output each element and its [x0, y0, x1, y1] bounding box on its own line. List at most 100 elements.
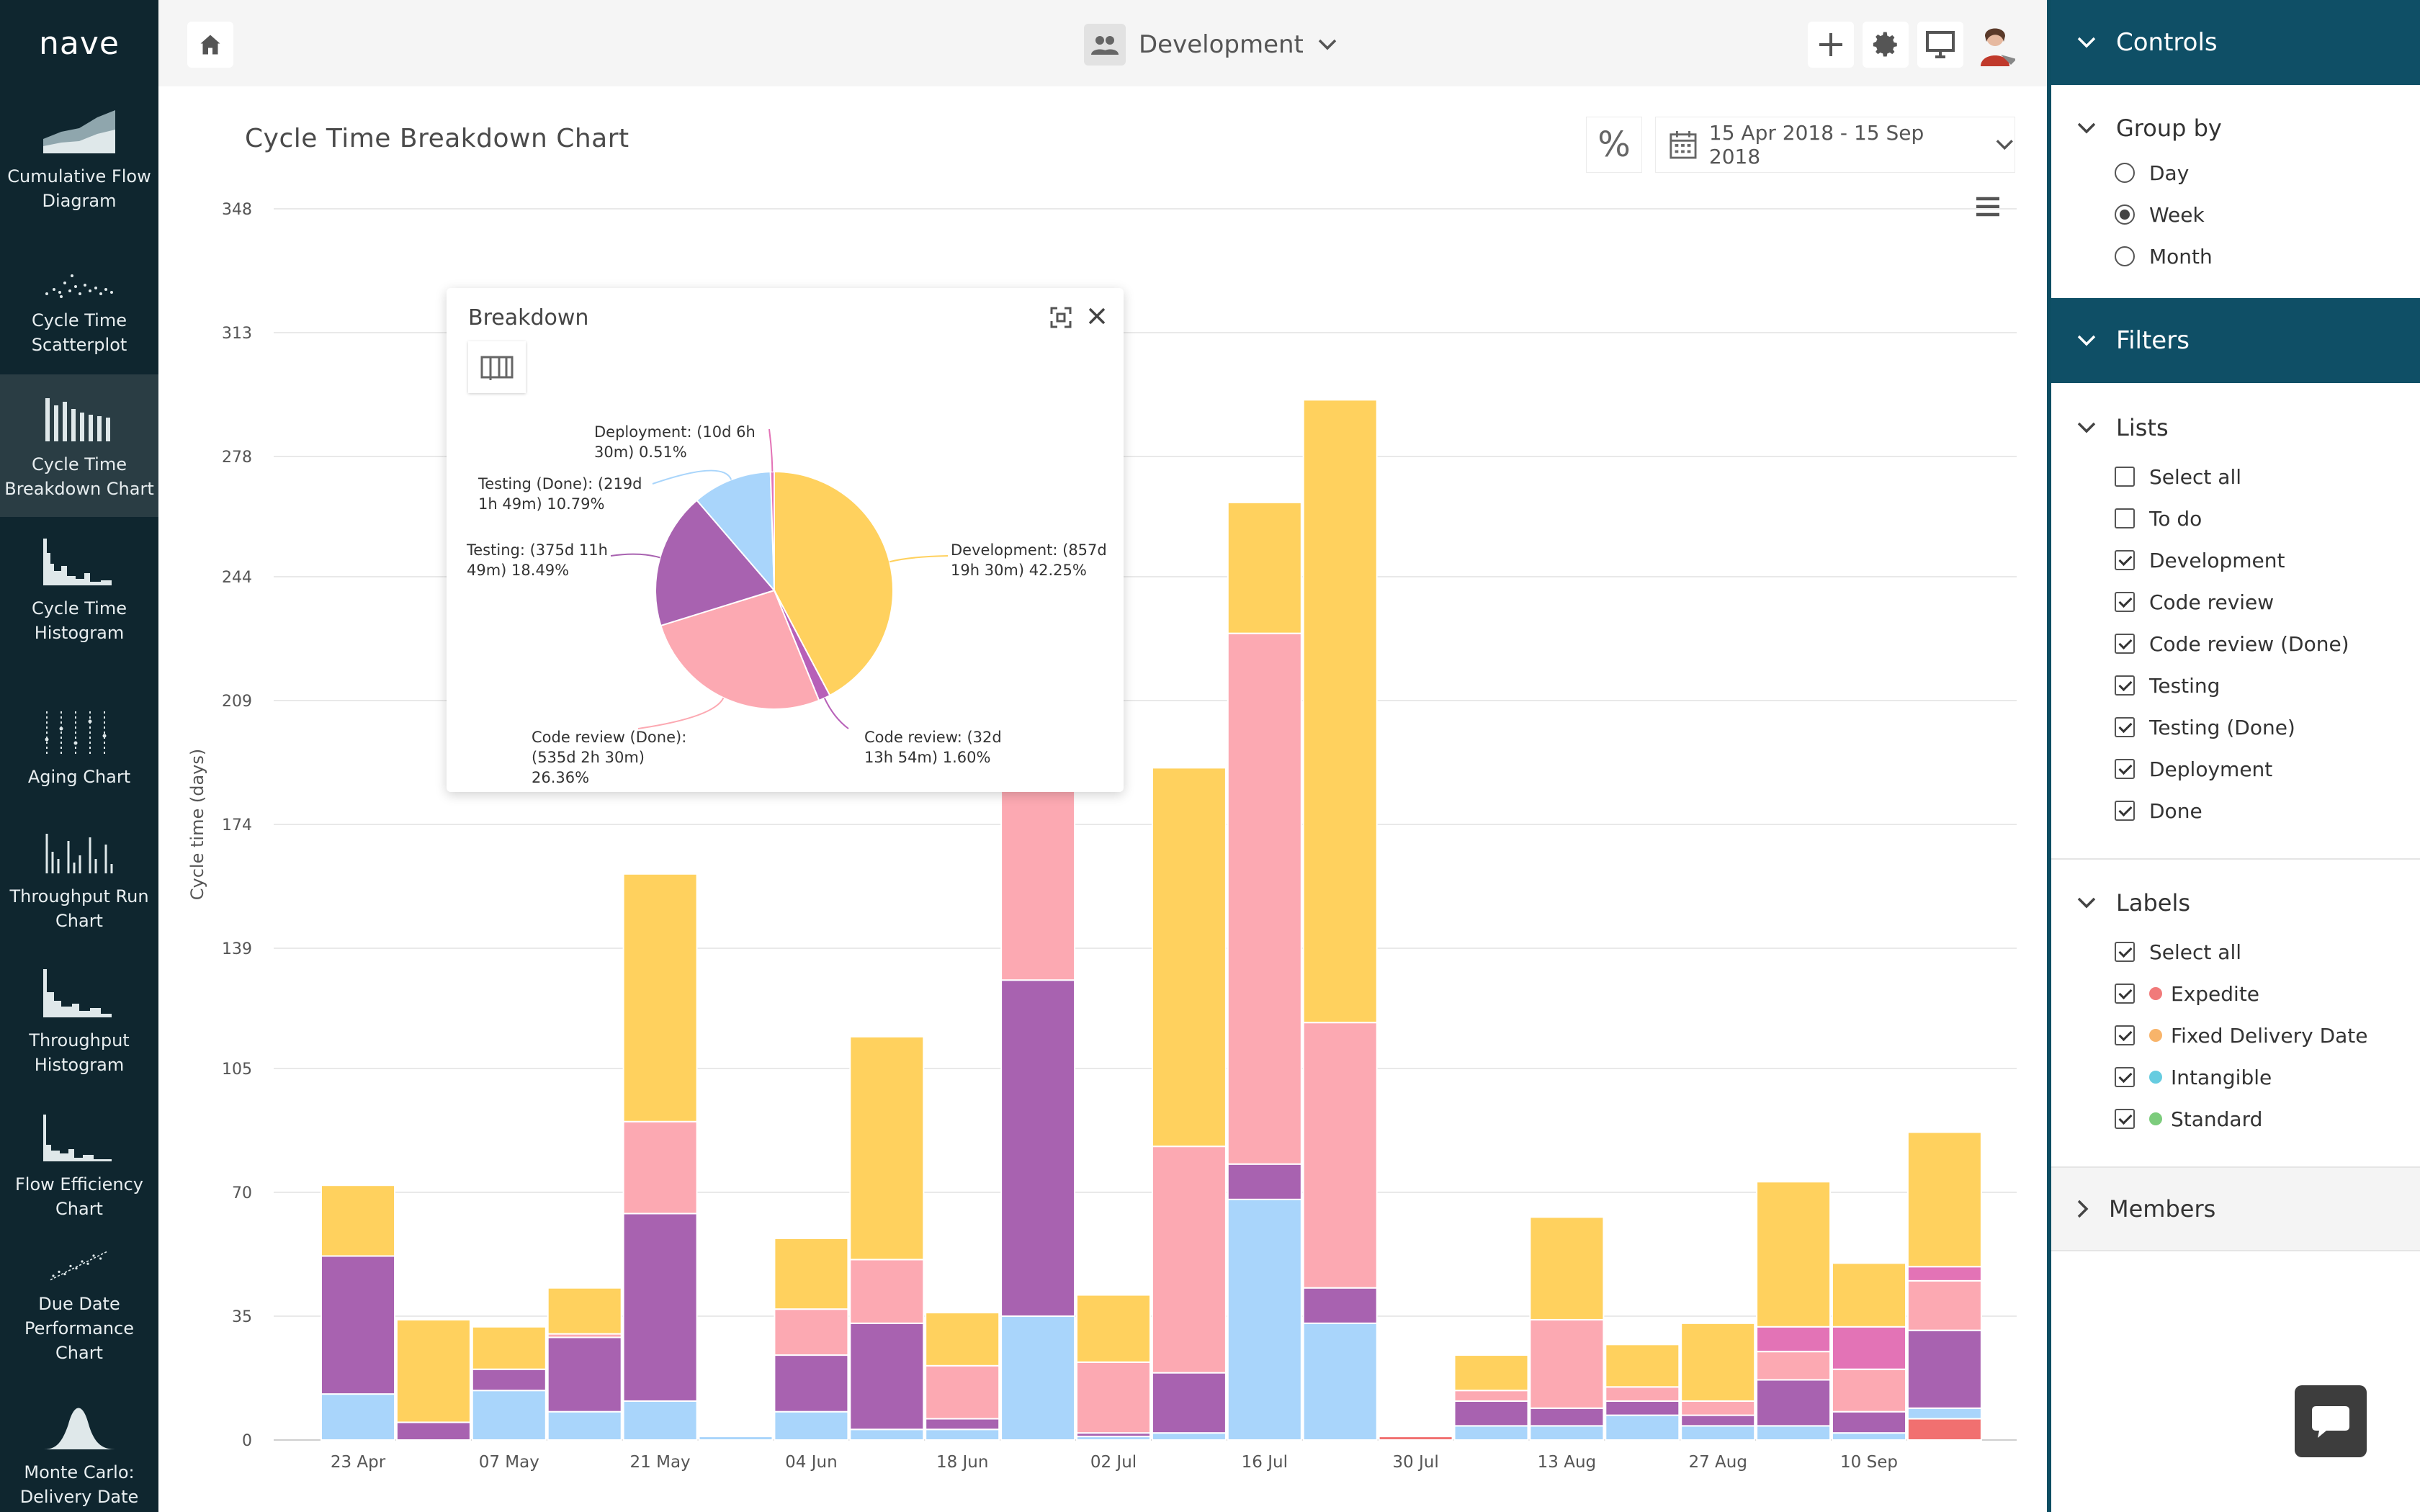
- bar-segment[interactable]: [1605, 1414, 1680, 1441]
- chat-button[interactable]: [2295, 1385, 2367, 1457]
- radio-button[interactable]: [2115, 163, 2135, 183]
- bar-segment[interactable]: [1302, 1022, 1378, 1289]
- chart-menu-icon[interactable]: [1973, 194, 2002, 219]
- bar-segment[interactable]: [1680, 1400, 1756, 1416]
- bar-segment[interactable]: [321, 1393, 395, 1441]
- legend-toggle-button[interactable]: [468, 341, 526, 393]
- group-by-option-month[interactable]: Month: [2115, 242, 2213, 271]
- bar-segment[interactable]: [1756, 1425, 1832, 1441]
- checkbox[interactable]: [2115, 984, 2135, 1004]
- checkbox[interactable]: [2115, 550, 2135, 570]
- bar-segment[interactable]: [1151, 1372, 1227, 1434]
- bar-segment[interactable]: [1453, 1390, 1529, 1402]
- bar-segment[interactable]: [1227, 501, 1302, 634]
- bar-segment[interactable]: [1832, 1368, 1906, 1413]
- bar-stack[interactable]: [1302, 399, 1378, 1441]
- bar-stack[interactable]: [471, 1326, 547, 1441]
- group-by-option-day[interactable]: Day: [2115, 158, 2189, 187]
- checkbox[interactable]: [2115, 801, 2135, 821]
- bar-segment[interactable]: [774, 1237, 849, 1310]
- controls-header[interactable]: Controls: [2051, 0, 2420, 85]
- bar-stack[interactable]: [1680, 1322, 1756, 1441]
- bar-segment[interactable]: [622, 1400, 698, 1441]
- bar-segment[interactable]: [1529, 1318, 1605, 1409]
- sidebar-item-scatterplot[interactable]: Cycle Time Scatterplot: [0, 230, 158, 373]
- sidebar-item-histogram[interactable]: Cycle Time Histogram: [0, 518, 158, 661]
- checkbox[interactable]: [2115, 942, 2135, 962]
- bar-stack[interactable]: [849, 1035, 925, 1441]
- checkbox[interactable]: [2115, 717, 2135, 737]
- bar-segment[interactable]: [1906, 1418, 1982, 1441]
- bar-segment[interactable]: [1605, 1386, 1680, 1402]
- display-button[interactable]: [1917, 22, 1963, 68]
- bar-segment[interactable]: [1151, 1146, 1227, 1374]
- bar-segment[interactable]: [1453, 1425, 1529, 1441]
- pie-slice[interactable]: [696, 471, 776, 593]
- bar-segment[interactable]: [1832, 1262, 1906, 1328]
- user-avatar[interactable]: [1972, 22, 2018, 68]
- bar-segment[interactable]: [774, 1410, 849, 1441]
- team-selector[interactable]: Development: [1084, 22, 1338, 68]
- checkbox[interactable]: [2115, 634, 2135, 654]
- bar-segment[interactable]: [1832, 1326, 1906, 1370]
- bar-segment[interactable]: [1151, 1432, 1227, 1441]
- bar-segment[interactable]: [547, 1410, 622, 1441]
- bar-segment[interactable]: [1302, 1287, 1378, 1324]
- bar-segment[interactable]: [925, 1418, 1000, 1431]
- bar-stack[interactable]: [1529, 1216, 1605, 1441]
- label-filter-item[interactable]: Intangible: [2115, 1063, 2272, 1092]
- bar-stack[interactable]: [774, 1237, 849, 1441]
- bar-segment[interactable]: [849, 1259, 925, 1324]
- bar-segment[interactable]: [1756, 1181, 1832, 1328]
- bar-segment[interactable]: [1832, 1432, 1906, 1441]
- list-filter-item[interactable]: Testing: [2115, 671, 2220, 700]
- bar-segment[interactable]: [1680, 1425, 1756, 1441]
- expand-icon[interactable]: [1049, 305, 1073, 330]
- checkbox[interactable]: [2115, 467, 2135, 487]
- bar-stack[interactable]: [547, 1287, 622, 1441]
- home-button[interactable]: [187, 22, 233, 68]
- bar-segment[interactable]: [1529, 1216, 1605, 1320]
- bar-segment[interactable]: [1832, 1410, 1906, 1434]
- bar-segment[interactable]: [774, 1354, 849, 1413]
- bar-segment[interactable]: [622, 873, 698, 1122]
- checkbox[interactable]: [2115, 759, 2135, 779]
- lists-section[interactable]: Lists: [2051, 406, 2420, 449]
- bar-segment[interactable]: [925, 1428, 1000, 1441]
- bar-segment[interactable]: [1680, 1322, 1756, 1402]
- pie-slice[interactable]: [774, 470, 894, 697]
- radio-button[interactable]: [2115, 204, 2135, 225]
- bar-segment[interactable]: [1605, 1344, 1680, 1388]
- list-filter-item[interactable]: Select all: [2115, 462, 2241, 491]
- bar-segment[interactable]: [471, 1390, 547, 1441]
- sidebar-item-flow-efficiency[interactable]: Flow Efficiency Chart: [0, 1094, 158, 1237]
- members-section[interactable]: Members: [2051, 1168, 2420, 1250]
- checkbox[interactable]: [2115, 508, 2135, 528]
- bar-segment[interactable]: [849, 1322, 925, 1431]
- checkbox[interactable]: [2115, 675, 2135, 696]
- list-filter-item[interactable]: Development: [2115, 546, 2285, 575]
- bar-segment[interactable]: [925, 1364, 1000, 1420]
- bar-segment[interactable]: [698, 1436, 774, 1441]
- bar-stack[interactable]: [1453, 1354, 1529, 1441]
- bar-segment[interactable]: [622, 1120, 698, 1215]
- bar-stack[interactable]: [321, 1184, 395, 1441]
- settings-button[interactable]: [1863, 22, 1909, 68]
- sidebar-item-breakdown-chart[interactable]: Cycle Time Breakdown Chart: [0, 374, 158, 517]
- bar-stack[interactable]: [395, 1318, 471, 1441]
- bar-segment[interactable]: [1756, 1379, 1832, 1427]
- bar-segment[interactable]: [1529, 1425, 1605, 1441]
- bar-segment[interactable]: [925, 1312, 1000, 1367]
- group-by-section[interactable]: Group by: [2051, 107, 2420, 150]
- bar-segment[interactable]: [321, 1255, 395, 1395]
- label-filter-item[interactable]: Standard: [2115, 1104, 2262, 1133]
- bar-segment[interactable]: [849, 1035, 925, 1261]
- pie-slice[interactable]: [769, 470, 775, 591]
- list-filter-item[interactable]: Code review (Done): [2115, 629, 2349, 658]
- percent-toggle-button[interactable]: %: [1586, 117, 1642, 173]
- sidebar-item-throughput-histogram[interactable]: Throughput Histogram: [0, 950, 158, 1093]
- close-icon[interactable]: [1086, 305, 1108, 327]
- label-filter-item[interactable]: Fixed Delivery Date: [2115, 1021, 2368, 1050]
- sidebar-item-aging-chart[interactable]: Aging Chart: [0, 662, 158, 805]
- bar-stack[interactable]: [1378, 1436, 1453, 1441]
